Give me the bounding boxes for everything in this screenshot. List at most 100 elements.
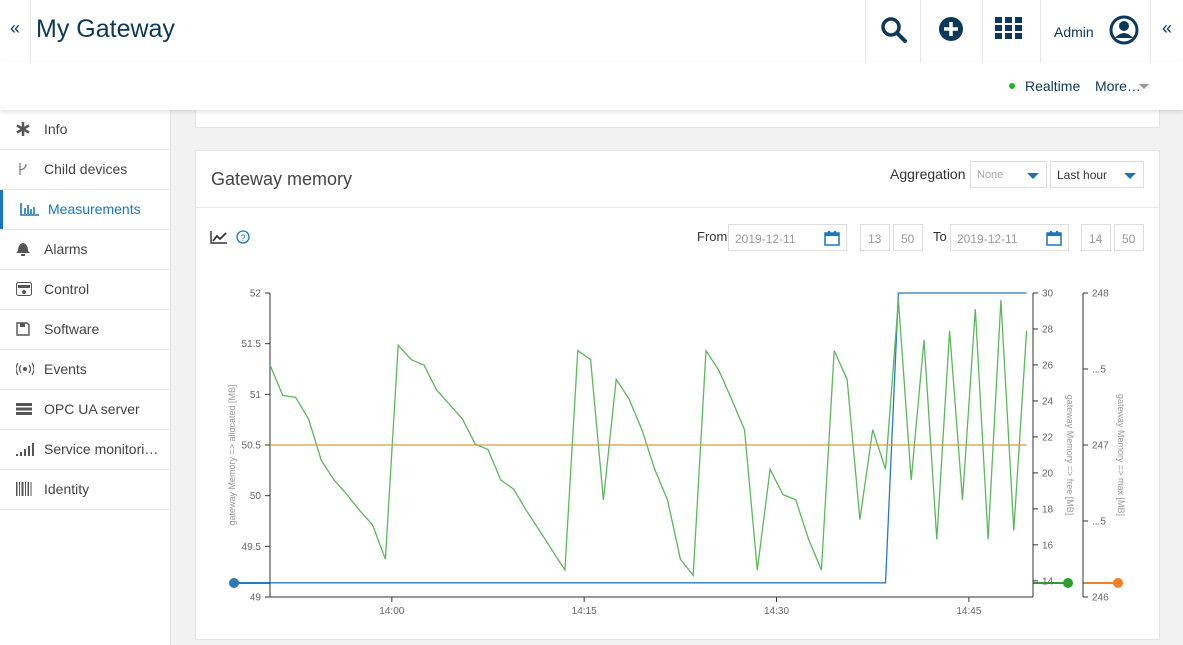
icon: [16, 362, 34, 376]
nav-item[interactable]: Identity: [0, 470, 170, 510]
card-divider: [196, 207, 1159, 208]
axis-marker: [1113, 578, 1123, 588]
sidebar: Info Child devices Measurements Alarms C…: [0, 110, 171, 645]
y-tick-label: 49: [250, 593, 262, 604]
y-tick-label: 51.5: [242, 339, 262, 350]
to-date[interactable]: 2019-12-11: [950, 224, 1069, 251]
y-axis-label: gateway Memory => allocated [MB]: [227, 384, 237, 525]
from-label: From: [697, 229, 728, 244]
y2-tick-label: 16: [1042, 540, 1054, 551]
range-select[interactable]: Last hour: [1050, 161, 1144, 188]
calendar-icon: [824, 231, 840, 246]
x-tick-label: 14:30: [764, 606, 789, 617]
add-icon[interactable]: [938, 16, 966, 44]
hour-value: 13: [868, 232, 882, 246]
divider: [982, 0, 983, 62]
icon: [19, 163, 27, 175]
y2-tick-label: 18: [1042, 504, 1054, 515]
y2-tick-label: 26: [1042, 360, 1054, 371]
aggregation-label: Aggregation: [890, 166, 966, 182]
active-indicator: [0, 190, 3, 229]
y-tick-label: 52: [250, 289, 262, 300]
y3-tick-label: 246: [1092, 593, 1109, 604]
caret: [1139, 84, 1149, 89]
to-label: To: [933, 229, 947, 244]
axis-marker: [1063, 578, 1073, 588]
series-line: [269, 300, 1028, 578]
user-name[interactable]: Admin: [1054, 24, 1094, 40]
card-title: Gateway memory: [211, 169, 353, 189]
icon: [16, 443, 34, 456]
nav-label: Service monitori…: [44, 441, 159, 457]
calendar-icon: [1046, 231, 1062, 246]
card: Gateway memory Aggregation None Last hou…: [195, 150, 1160, 640]
nav-item[interactable]: Measurements: [0, 190, 170, 230]
nav-label: Control: [44, 281, 90, 297]
icon: [16, 403, 32, 415]
to-hour[interactable]: 14: [1081, 224, 1111, 251]
caret: [1027, 173, 1039, 179]
from-date[interactable]: 2019-12-11: [728, 224, 847, 251]
y2-tick-label: 24: [1042, 396, 1054, 407]
nav-item[interactable]: Info: [0, 110, 170, 150]
user-icon[interactable]: [1108, 14, 1140, 46]
action-bar: Realtime More…: [0, 62, 1183, 110]
header: « My Gateway Admin «: [0, 0, 1183, 63]
collapse-right[interactable]: «: [1162, 18, 1173, 38]
nav-item[interactable]: Events: [0, 350, 170, 390]
y3-axis-label: gateway Memory => max [MB]: [1116, 394, 1126, 516]
nav-label: Identity: [44, 481, 90, 497]
nav-item[interactable]: Software: [0, 310, 170, 350]
divider: [30, 0, 31, 62]
realtime-toggle[interactable]: Realtime: [1025, 78, 1081, 94]
divider: [920, 0, 921, 62]
icon: [16, 243, 30, 256]
help-icon[interactable]: ?: [236, 230, 250, 244]
x-tick-label: 14:15: [572, 606, 597, 617]
aggregation-select[interactable]: None: [970, 161, 1047, 188]
nav-label: Events: [44, 361, 87, 377]
nav-label: OPC UA server: [44, 401, 140, 417]
x-tick-label: 14:45: [956, 606, 981, 617]
axis-marker: [229, 578, 239, 588]
nav-item[interactable]: Control: [0, 270, 170, 310]
collapse-left[interactable]: «: [10, 18, 21, 38]
nav-item[interactable]: OPC UA server: [0, 390, 170, 430]
svg-text:?: ?: [240, 233, 245, 243]
chart-type-icon[interactable]: [210, 230, 228, 244]
date-value: 2019-12-11: [957, 232, 1018, 246]
icon: [16, 482, 32, 496]
y2-tick-label: 28: [1042, 324, 1054, 335]
nav-item[interactable]: Child devices: [0, 150, 170, 190]
realtime-dot: [1009, 83, 1015, 89]
divider: [1040, 0, 1041, 62]
divider: [865, 0, 866, 62]
divider: [1150, 0, 1151, 62]
to-minute[interactable]: 50: [1114, 224, 1144, 251]
nav-label: Software: [44, 321, 100, 337]
from-hour[interactable]: 13: [860, 224, 890, 251]
y2-axis-label: gateway Memory => free [MB]: [1065, 395, 1075, 516]
more-menu[interactable]: More…: [1095, 78, 1141, 94]
nav-item[interactable]: Alarms: [0, 230, 170, 270]
from-minute[interactable]: 50: [893, 224, 923, 251]
nav-label: Measurements: [48, 201, 141, 217]
nav-label: Child devices: [44, 161, 128, 177]
y2-tick-label: 22: [1042, 432, 1054, 443]
apps-icon[interactable]: [995, 17, 1025, 41]
y3-tick-label: ...5: [1092, 517, 1106, 528]
page-title: My Gateway: [36, 15, 175, 43]
nav-item[interactable]: Service monitori…: [0, 430, 170, 470]
icon: [16, 122, 30, 136]
y2-tick-label: 14: [1042, 576, 1054, 587]
hour-value: 14: [1089, 232, 1103, 246]
minute-value: 50: [1122, 232, 1136, 246]
y-tick-label: 50.5: [242, 441, 262, 452]
select-value: None: [977, 169, 1004, 181]
nav-label: Alarms: [44, 241, 88, 257]
search-icon[interactable]: [880, 16, 908, 44]
icon: [16, 322, 30, 336]
y3-tick-label: 247: [1092, 441, 1109, 452]
icon: [16, 282, 32, 296]
